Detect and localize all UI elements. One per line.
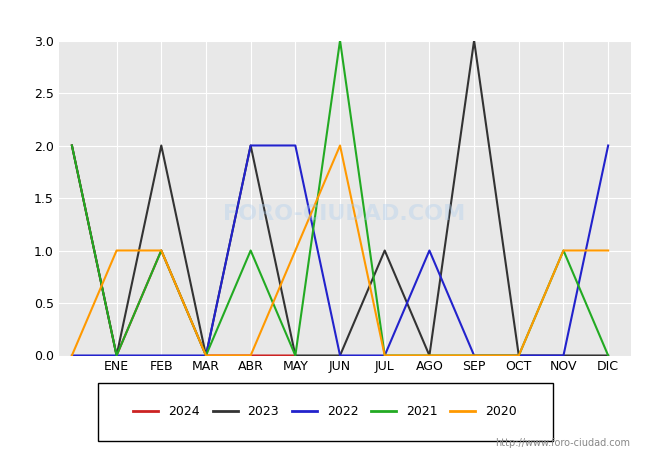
- Text: FORO-CIUDAD.COM: FORO-CIUDAD.COM: [224, 204, 465, 224]
- Legend: 2024, 2023, 2022, 2021, 2020: 2024, 2023, 2022, 2021, 2020: [129, 400, 521, 423]
- FancyBboxPatch shape: [98, 382, 552, 441]
- Text: http://www.foro-ciudad.com: http://www.foro-ciudad.com: [495, 438, 630, 448]
- Text: Matriculaciones de Vehiculos en Cea: Matriculaciones de Vehiculos en Cea: [160, 11, 490, 29]
